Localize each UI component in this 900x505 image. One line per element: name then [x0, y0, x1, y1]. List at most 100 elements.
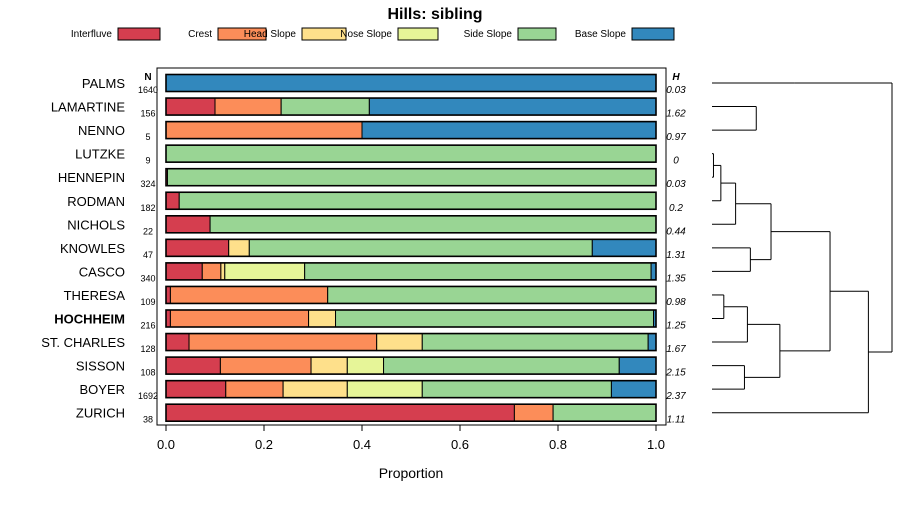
x-tick-label: 0.2	[255, 437, 273, 452]
n-value: 22	[143, 226, 153, 236]
bar-outline	[165, 262, 657, 281]
legend-label-interfluve: Interfluve	[71, 29, 113, 40]
legend-label-side-slope: Side Slope	[464, 29, 513, 40]
n-value: 1640	[138, 85, 158, 95]
x-tick-label: 0.0	[157, 437, 175, 452]
legend-label-crest: Crest	[188, 29, 212, 40]
bar-segment	[165, 403, 515, 422]
x-axis: 0.0 0.2 0.4 0.6 0.8 1.0	[157, 425, 665, 452]
bar-outline	[165, 167, 657, 187]
x-tick-label: 0.8	[549, 437, 567, 452]
bar-outline	[165, 356, 657, 375]
n-column-header: N	[144, 72, 151, 83]
bar-segment	[308, 309, 337, 328]
x-tick-label: 1.0	[647, 437, 665, 452]
h-value: 0.97	[666, 132, 686, 143]
bar-outline	[165, 309, 657, 328]
row-label: RODMAN	[67, 194, 125, 209]
chart-title: Hills: sibling	[387, 6, 482, 23]
legend-swatch-base-slope	[631, 27, 675, 41]
bars	[165, 73, 657, 423]
legend-label-nose-slope: Nose Slope	[340, 29, 392, 40]
legend-swatch-crest	[217, 27, 267, 41]
bar-segment	[201, 262, 222, 281]
h-value: 1.11	[667, 415, 686, 426]
bar-segment	[368, 97, 657, 116]
bar-outline	[165, 191, 657, 211]
bar-segment	[591, 238, 657, 257]
bar-segment	[178, 191, 657, 210]
n-value: 108	[140, 368, 155, 378]
bar-outline	[165, 403, 657, 423]
bar-segment	[169, 285, 329, 304]
bar-segment	[214, 97, 282, 116]
legend-swatch-nose-slope	[397, 27, 439, 41]
row-labels: PALMS 1640 0.03 LAMARTINE 156 1.62 NENNO 5 0.97 L…	[41, 76, 686, 426]
row-label: THERESA	[64, 288, 126, 303]
row-label: NENNO	[78, 123, 125, 138]
h-value: 1.35	[666, 273, 686, 284]
n-value: 9	[145, 156, 150, 166]
bar-segment	[421, 333, 649, 352]
bar-segment	[610, 380, 657, 399]
bar-segment	[165, 380, 227, 399]
bar-outline	[165, 120, 657, 140]
bar-segment	[346, 380, 423, 399]
bar-segment	[280, 97, 370, 116]
bar-segment	[165, 121, 363, 140]
bar-segment	[310, 356, 348, 375]
row-label: SISSON	[76, 359, 125, 374]
bar-outline	[165, 215, 657, 234]
bar-outline	[165, 332, 657, 352]
legend-swatch-head-slope	[301, 27, 347, 41]
n-value: 5	[145, 132, 150, 142]
bar-segment	[282, 380, 348, 399]
h-value: 2.37	[665, 391, 686, 402]
h-value: 1.25	[666, 321, 686, 332]
bar-segment	[361, 121, 657, 140]
bar-outline	[165, 238, 657, 258]
plot-frame	[156, 67, 667, 426]
h-column-header: H	[672, 72, 680, 83]
bar-segment	[335, 309, 655, 328]
bar-segment	[225, 380, 284, 399]
h-value: 0.44	[666, 226, 686, 237]
h-value: 0.2	[669, 203, 683, 214]
bar-segment	[165, 262, 203, 281]
x-axis-label: Proportion	[379, 465, 444, 481]
bar-segment	[165, 144, 657, 163]
h-value: 0	[673, 156, 679, 167]
n-value: 109	[140, 297, 155, 307]
row-label: HENNEPIN	[58, 170, 125, 185]
bar-segment	[166, 168, 657, 187]
n-value: 324	[140, 179, 155, 189]
bar-segment	[513, 403, 554, 422]
row-label: NICHOLS	[67, 217, 125, 232]
row-label: HOCHHEIM	[54, 312, 125, 327]
legend-label-head-slope: Head Slope	[244, 29, 297, 40]
bar-segment	[165, 333, 190, 352]
bar-segment	[220, 262, 226, 281]
h-value: 1.31	[666, 250, 685, 261]
bar-segment	[304, 262, 652, 281]
bar-outline	[165, 144, 657, 163]
bar-segment	[169, 309, 310, 328]
n-value: 47	[143, 250, 153, 260]
row-label: ZURICH	[76, 406, 125, 421]
row-label: CASCO	[79, 264, 125, 279]
bar-segment	[376, 333, 423, 352]
bar-segment	[228, 238, 250, 257]
h-value: 0.03	[666, 85, 686, 96]
x-tick-label: 0.6	[451, 437, 469, 452]
row-label: BOYER	[79, 382, 125, 397]
bar-segment	[327, 285, 657, 304]
h-value: 1.67	[666, 344, 686, 355]
bar-segment	[224, 262, 306, 281]
bar-segment	[383, 356, 620, 375]
h-value: 0.03	[666, 179, 686, 190]
n-value: 1692	[138, 391, 158, 401]
n-value: 156	[140, 109, 155, 119]
bar-segment	[165, 97, 216, 116]
bar-segment	[219, 356, 312, 375]
